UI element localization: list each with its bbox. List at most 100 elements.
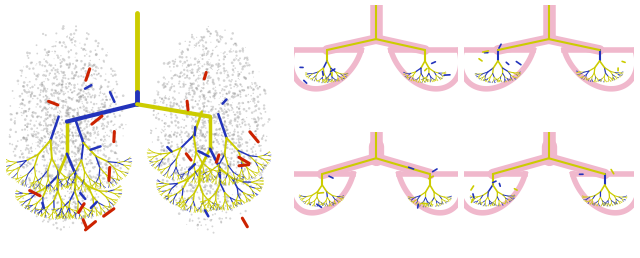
Point	[81, 157, 91, 161]
Point	[88, 198, 98, 202]
Point	[84, 54, 95, 58]
Point	[232, 166, 242, 170]
Point	[109, 167, 119, 171]
Point	[205, 168, 216, 173]
Point	[251, 135, 261, 139]
Point	[248, 154, 258, 158]
Point	[60, 167, 70, 172]
Point	[13, 166, 23, 170]
Point	[47, 45, 57, 49]
Point	[231, 137, 241, 141]
Point	[100, 206, 110, 210]
Point	[197, 38, 207, 42]
Point	[189, 203, 199, 207]
Point	[199, 52, 209, 56]
Point	[185, 148, 195, 152]
Point	[172, 102, 182, 107]
Point	[64, 115, 74, 119]
Point	[52, 210, 63, 214]
Point	[257, 157, 267, 161]
Point	[23, 80, 33, 84]
Point	[25, 178, 35, 182]
Point	[72, 59, 82, 63]
Point	[52, 91, 63, 95]
Point	[230, 42, 240, 46]
Point	[56, 105, 67, 109]
Point	[175, 55, 185, 59]
Point	[73, 112, 83, 116]
Point	[19, 136, 29, 140]
Point	[235, 140, 245, 144]
Point	[175, 191, 185, 195]
Point	[159, 129, 169, 133]
Point	[229, 113, 239, 117]
Point	[48, 163, 58, 167]
Point	[60, 214, 70, 219]
Point	[78, 66, 88, 70]
Point	[108, 180, 118, 184]
Point	[187, 186, 197, 190]
Point	[182, 189, 193, 193]
Point	[92, 162, 102, 166]
Point	[207, 162, 218, 166]
Point	[236, 83, 246, 87]
Point	[52, 131, 63, 135]
Point	[202, 104, 212, 108]
Point	[221, 143, 231, 147]
Point	[157, 131, 167, 135]
Point	[178, 62, 188, 66]
Point	[200, 146, 211, 150]
Point	[89, 206, 99, 211]
Point	[13, 79, 23, 83]
Point	[26, 132, 36, 136]
Point	[181, 55, 191, 59]
Point	[216, 221, 227, 225]
Point	[65, 81, 75, 85]
Point	[176, 168, 186, 172]
Point	[237, 84, 247, 88]
Point	[236, 82, 246, 86]
Point	[23, 133, 33, 137]
Point	[93, 72, 104, 76]
Point	[95, 210, 105, 214]
Point	[89, 63, 99, 67]
Point	[41, 166, 51, 171]
Point	[32, 75, 42, 79]
Point	[63, 84, 74, 88]
Point	[46, 63, 56, 68]
Point	[206, 142, 216, 147]
Point	[79, 193, 89, 197]
Point	[234, 101, 244, 105]
Point	[197, 151, 207, 155]
Point	[86, 161, 96, 165]
Point	[38, 203, 49, 207]
Point	[161, 83, 171, 87]
Point	[99, 92, 109, 96]
Point	[168, 104, 179, 108]
Point	[23, 159, 33, 163]
Point	[80, 203, 90, 207]
Point	[214, 110, 224, 114]
Point	[197, 120, 207, 125]
Point	[245, 155, 255, 159]
Point	[106, 181, 116, 185]
Point	[75, 147, 85, 151]
Point	[94, 93, 104, 98]
Point	[68, 96, 78, 100]
Point	[64, 129, 74, 133]
Point	[235, 89, 245, 93]
Point	[76, 154, 86, 158]
Point	[114, 158, 124, 163]
Point	[188, 95, 198, 99]
Point	[207, 107, 218, 111]
Point	[213, 133, 223, 137]
Point	[157, 148, 167, 152]
Point	[194, 127, 204, 131]
Point	[193, 146, 204, 150]
Point	[221, 200, 232, 204]
Point	[263, 120, 273, 124]
Point	[94, 160, 104, 164]
Point	[208, 132, 218, 136]
Point	[23, 191, 33, 196]
Point	[213, 154, 223, 158]
